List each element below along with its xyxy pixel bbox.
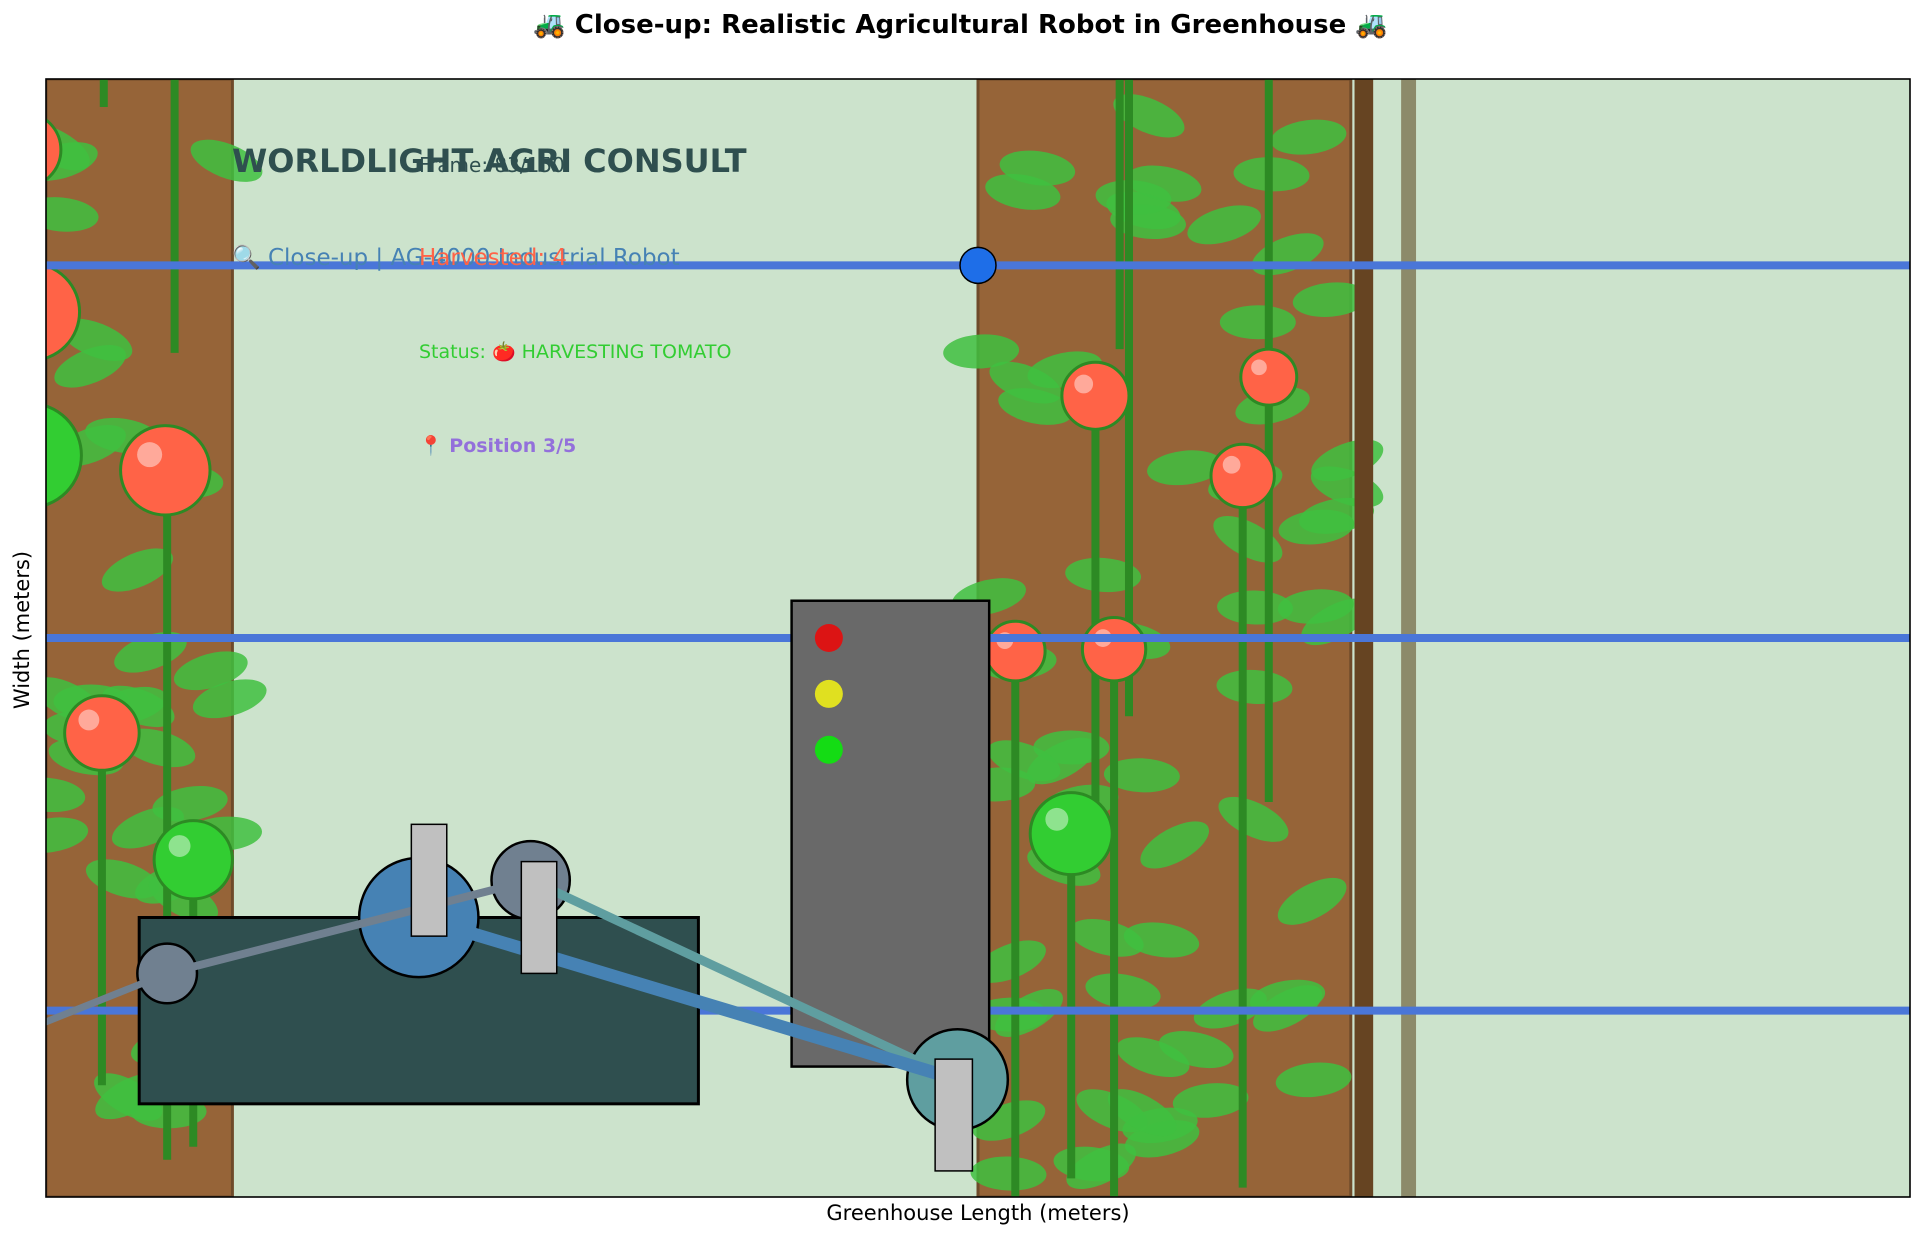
leaf-2-41: [1249, 979, 1326, 1016]
leaf-2-47: [1275, 1062, 1352, 1098]
robot-arm-segment-1: [46, 969, 171, 1026]
ripe-tomato-1: [46, 118, 63, 182]
robot-actuator-1: [410, 823, 448, 937]
robot-actuator-3: [934, 1058, 974, 1172]
leaf-2-60: [1158, 1031, 1234, 1069]
tomato-highlight-1: [0, 126, 21, 147]
leaf-2-53: [1270, 119, 1347, 155]
tomato-highlight-3: [0, 423, 26, 452]
leaf-2-13: [1172, 1083, 1249, 1118]
unripe-tomato-12: [1028, 791, 1114, 877]
leaf-1-31: [46, 777, 86, 813]
tomato-highlight-5: [78, 709, 100, 731]
ripe-tomato-4: [119, 424, 212, 517]
frame-counter: Frame: 83/150: [419, 153, 565, 177]
leaf-2-16: [1218, 796, 1289, 842]
status-led-yellow: [814, 679, 843, 708]
plot-frame: [45, 78, 1911, 1198]
leaf-1-26: [190, 139, 263, 182]
ripe-tomato-10: [1080, 615, 1148, 683]
leaf-2-29: [1107, 1089, 1177, 1137]
tomato-highlight-8: [1251, 359, 1267, 376]
ripe-tomato-9: [1209, 442, 1276, 510]
leaf-2-62: [1065, 557, 1142, 593]
leaf-2-64: [1217, 590, 1294, 625]
tomato-highlight-12: [1045, 807, 1069, 831]
leaf-1-12: [192, 679, 267, 719]
status-led-green: [814, 735, 843, 764]
unripe-tomato-3: [46, 404, 83, 507]
x-axis-label: Greenhouse Length (meters): [826, 1201, 1130, 1225]
ripe-tomato-11: [983, 619, 1047, 683]
tomato-highlight-9: [1222, 455, 1241, 474]
leaf-2-49: [989, 361, 1062, 404]
leaf-2-42: [1095, 180, 1172, 215]
harvested-count: Harvested: 4: [419, 245, 567, 271]
leaf-1-15: [46, 142, 98, 181]
ripe-tomato-2: [46, 264, 82, 360]
robot-subtitle: 🔍 Close-up | AG-4000 Industrial Robot: [232, 242, 680, 271]
tomato-highlight-6: [168, 835, 191, 857]
leaf-2-45: [1066, 1143, 1137, 1189]
brand-label: WORLDLIGHT AGRI CONSULT: [232, 142, 747, 180]
robot-arm-segment-3: [526, 875, 962, 1085]
status-label: Status: 🍅 HARVESTING TOMATO: [419, 340, 731, 363]
leaf-2-54: [1292, 282, 1369, 317]
leaf-2-38: [1085, 973, 1161, 1010]
robot-arm-segment-4: [412, 911, 964, 1087]
leaf-2-52: [1123, 922, 1200, 958]
leaf-2-21: [1103, 758, 1180, 793]
leaf-1-28: [46, 817, 89, 853]
leaf-2-63: [987, 740, 1061, 782]
chart-title: 🚜 Close-up: Realistic Agricultural Robot…: [533, 10, 1388, 40]
leaf-2-30: [1147, 450, 1223, 486]
robot-control-tower: [790, 599, 991, 1068]
leaf-2-15: [943, 334, 1020, 369]
ripe-tomato-5: [63, 694, 141, 772]
rail-marker: [959, 246, 997, 285]
leaf-2-55: [974, 940, 1046, 983]
tomato-highlight-7: [1074, 374, 1094, 394]
leaf-2-5: [1187, 205, 1261, 245]
leaf-2-51: [1069, 919, 1144, 957]
leaf-1-25: [60, 318, 133, 361]
leaf-1-14: [152, 785, 228, 822]
leaf-2-46: [1216, 669, 1293, 705]
leaf-1-32: [94, 1073, 163, 1121]
leaf-2-36: [1140, 821, 1210, 869]
leaf-2-37: [1301, 598, 1371, 646]
leaf-2-31: [1219, 305, 1296, 340]
leaf-1-3: [46, 197, 99, 232]
ripe-tomato-7: [1060, 360, 1131, 431]
leaf-1-1: [101, 548, 173, 592]
robot-actuator-2: [520, 860, 558, 975]
leaf-2-7: [970, 1156, 1047, 1191]
tomato-highlight-4: [137, 442, 163, 468]
unripe-tomato-6: [152, 819, 234, 901]
status-led-red: [814, 624, 843, 652]
ripe-tomato-8: [1239, 347, 1299, 407]
tomato-highlight-2: [1, 281, 28, 308]
leaf-2-3: [1277, 877, 1347, 925]
robot-arm-segment-2: [163, 876, 535, 978]
leaf-1-16: [173, 651, 248, 691]
leaf-2-58: [999, 150, 1076, 186]
position-label: 📍 Position 3/5: [419, 434, 576, 457]
